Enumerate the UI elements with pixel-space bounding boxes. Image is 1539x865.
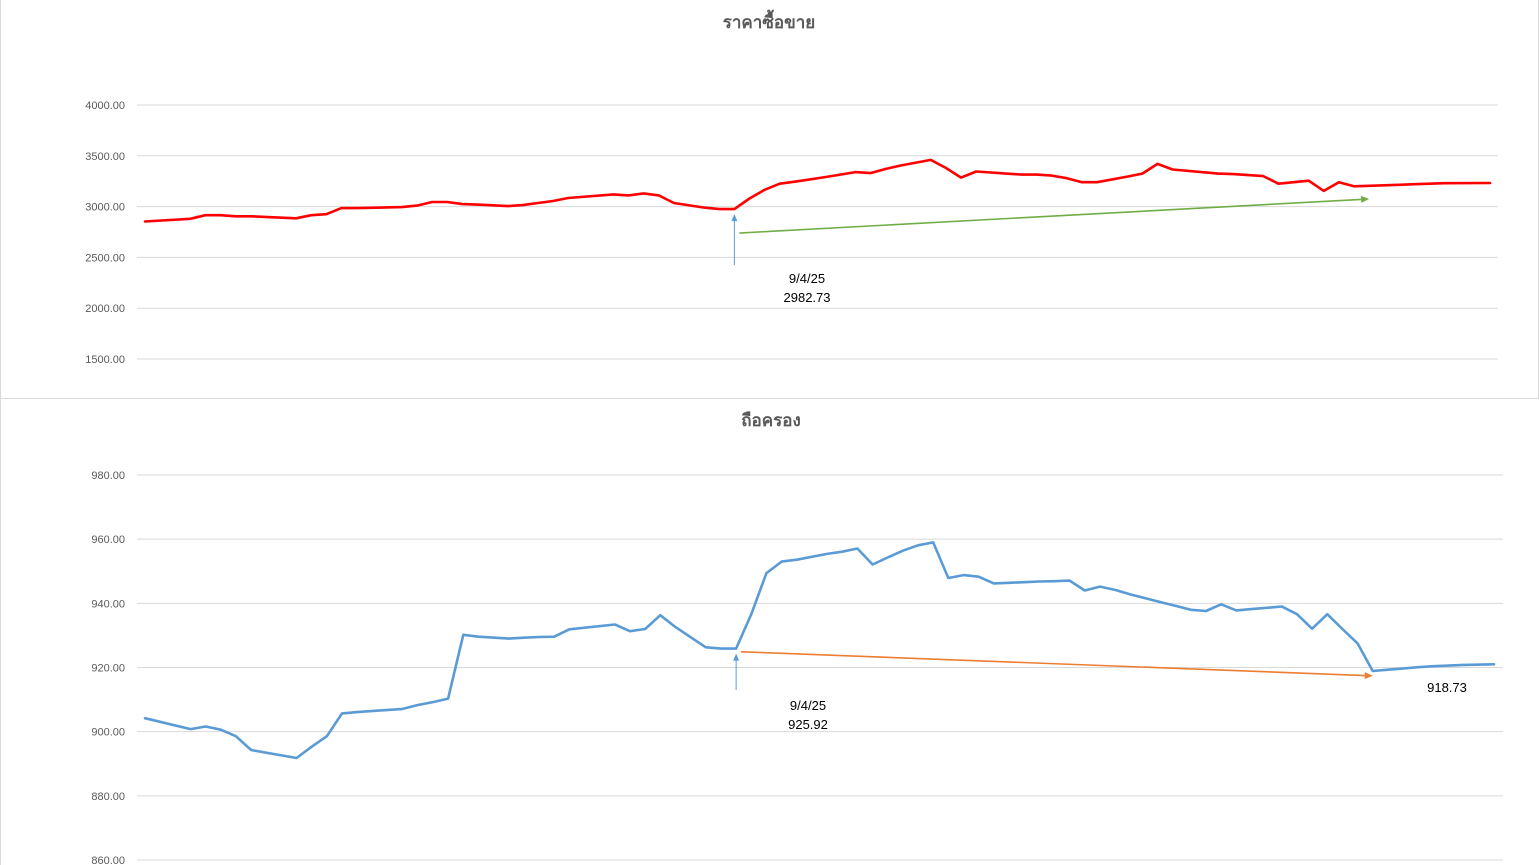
- price-chart-grid: [137, 104, 1498, 360]
- price-series: [143, 158, 1492, 223]
- holding-annotations: 9/4/25 925.92 918.73: [733, 653, 1467, 732]
- holding-y-tick-label: 960.00: [91, 534, 125, 546]
- holding-series-line: [143, 541, 1496, 760]
- price-trend-line: [739, 198, 1362, 234]
- holding-y-tick-label: 860.00: [91, 855, 125, 865]
- price-series-line: [143, 158, 1492, 223]
- holding-y-tick-label: 980.00: [91, 470, 125, 482]
- holding-annotation-date: 9/4/25: [790, 698, 826, 713]
- holding-y-tick-label: 900.00: [91, 727, 125, 739]
- holding-y-tick-label: 920.00: [91, 663, 125, 675]
- holding-annotation-value: 925.92: [788, 717, 828, 732]
- holding-chart-y-axis: 980.00 960.00 940.00 920.00 900.00 880.00 860.…: [91, 470, 125, 865]
- price-y-tick-label: 2500.00: [85, 252, 125, 264]
- holding-end-value: 918.73: [1427, 680, 1467, 695]
- price-chart-panel: ราคาซื้อขาย 4000.00 3500.00 3000.00 2500.00…: [0, 0, 1539, 399]
- price-y-tick-label: 4000.00: [85, 100, 125, 112]
- holding-annotation-arrowhead: [733, 653, 740, 661]
- holding-trend-line: [741, 650, 1365, 677]
- price-y-tick-label: 3500.00: [85, 151, 125, 163]
- price-chart-title: ราคาซื้อขาย: [723, 9, 815, 33]
- holding-y-tick-label: 940.00: [91, 598, 125, 610]
- price-chart-y-axis: 4000.00 3500.00 3000.00 2500.00 2000.00 1500.…: [85, 100, 125, 366]
- holding-chart-panel: ถือครอง 980.00 960.00 940.00 920.00 900.00 88…: [0, 399, 1539, 865]
- holding-trend-arrow: [741, 650, 1373, 680]
- price-chart: ราคาซื้อขาย 4000.00 3500.00 3000.00 2500.00…: [85, 9, 1498, 366]
- holding-y-tick-label: 880.00: [91, 791, 125, 803]
- holding-chart-grid: [137, 474, 1503, 861]
- price-y-tick-label: 3000.00: [85, 202, 125, 214]
- price-trend-arrowhead: [1360, 195, 1370, 203]
- holding-chart: ถือครอง 980.00 960.00 940.00 920.00 900.00 88…: [91, 410, 1503, 865]
- price-trend-arrow: [739, 195, 1370, 234]
- price-annotation-value: 2982.73: [784, 290, 831, 305]
- price-annotations: 9/4/25 2982.73: [731, 214, 831, 305]
- price-annotation-arrowhead: [731, 214, 738, 222]
- price-y-tick-label: 1500.00: [85, 354, 125, 366]
- holding-chart-title: ถือครอง: [741, 410, 801, 431]
- price-annotation-date: 9/4/25: [789, 271, 825, 286]
- holding-trend-arrowhead: [1364, 672, 1373, 680]
- price-y-tick-label: 2000.00: [85, 303, 125, 315]
- holding-series: [143, 541, 1496, 760]
